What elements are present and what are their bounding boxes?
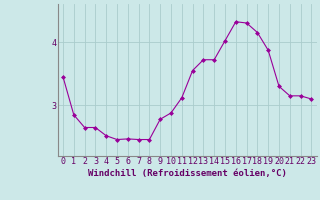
X-axis label: Windchill (Refroidissement éolien,°C): Windchill (Refroidissement éolien,°C) bbox=[88, 169, 287, 178]
